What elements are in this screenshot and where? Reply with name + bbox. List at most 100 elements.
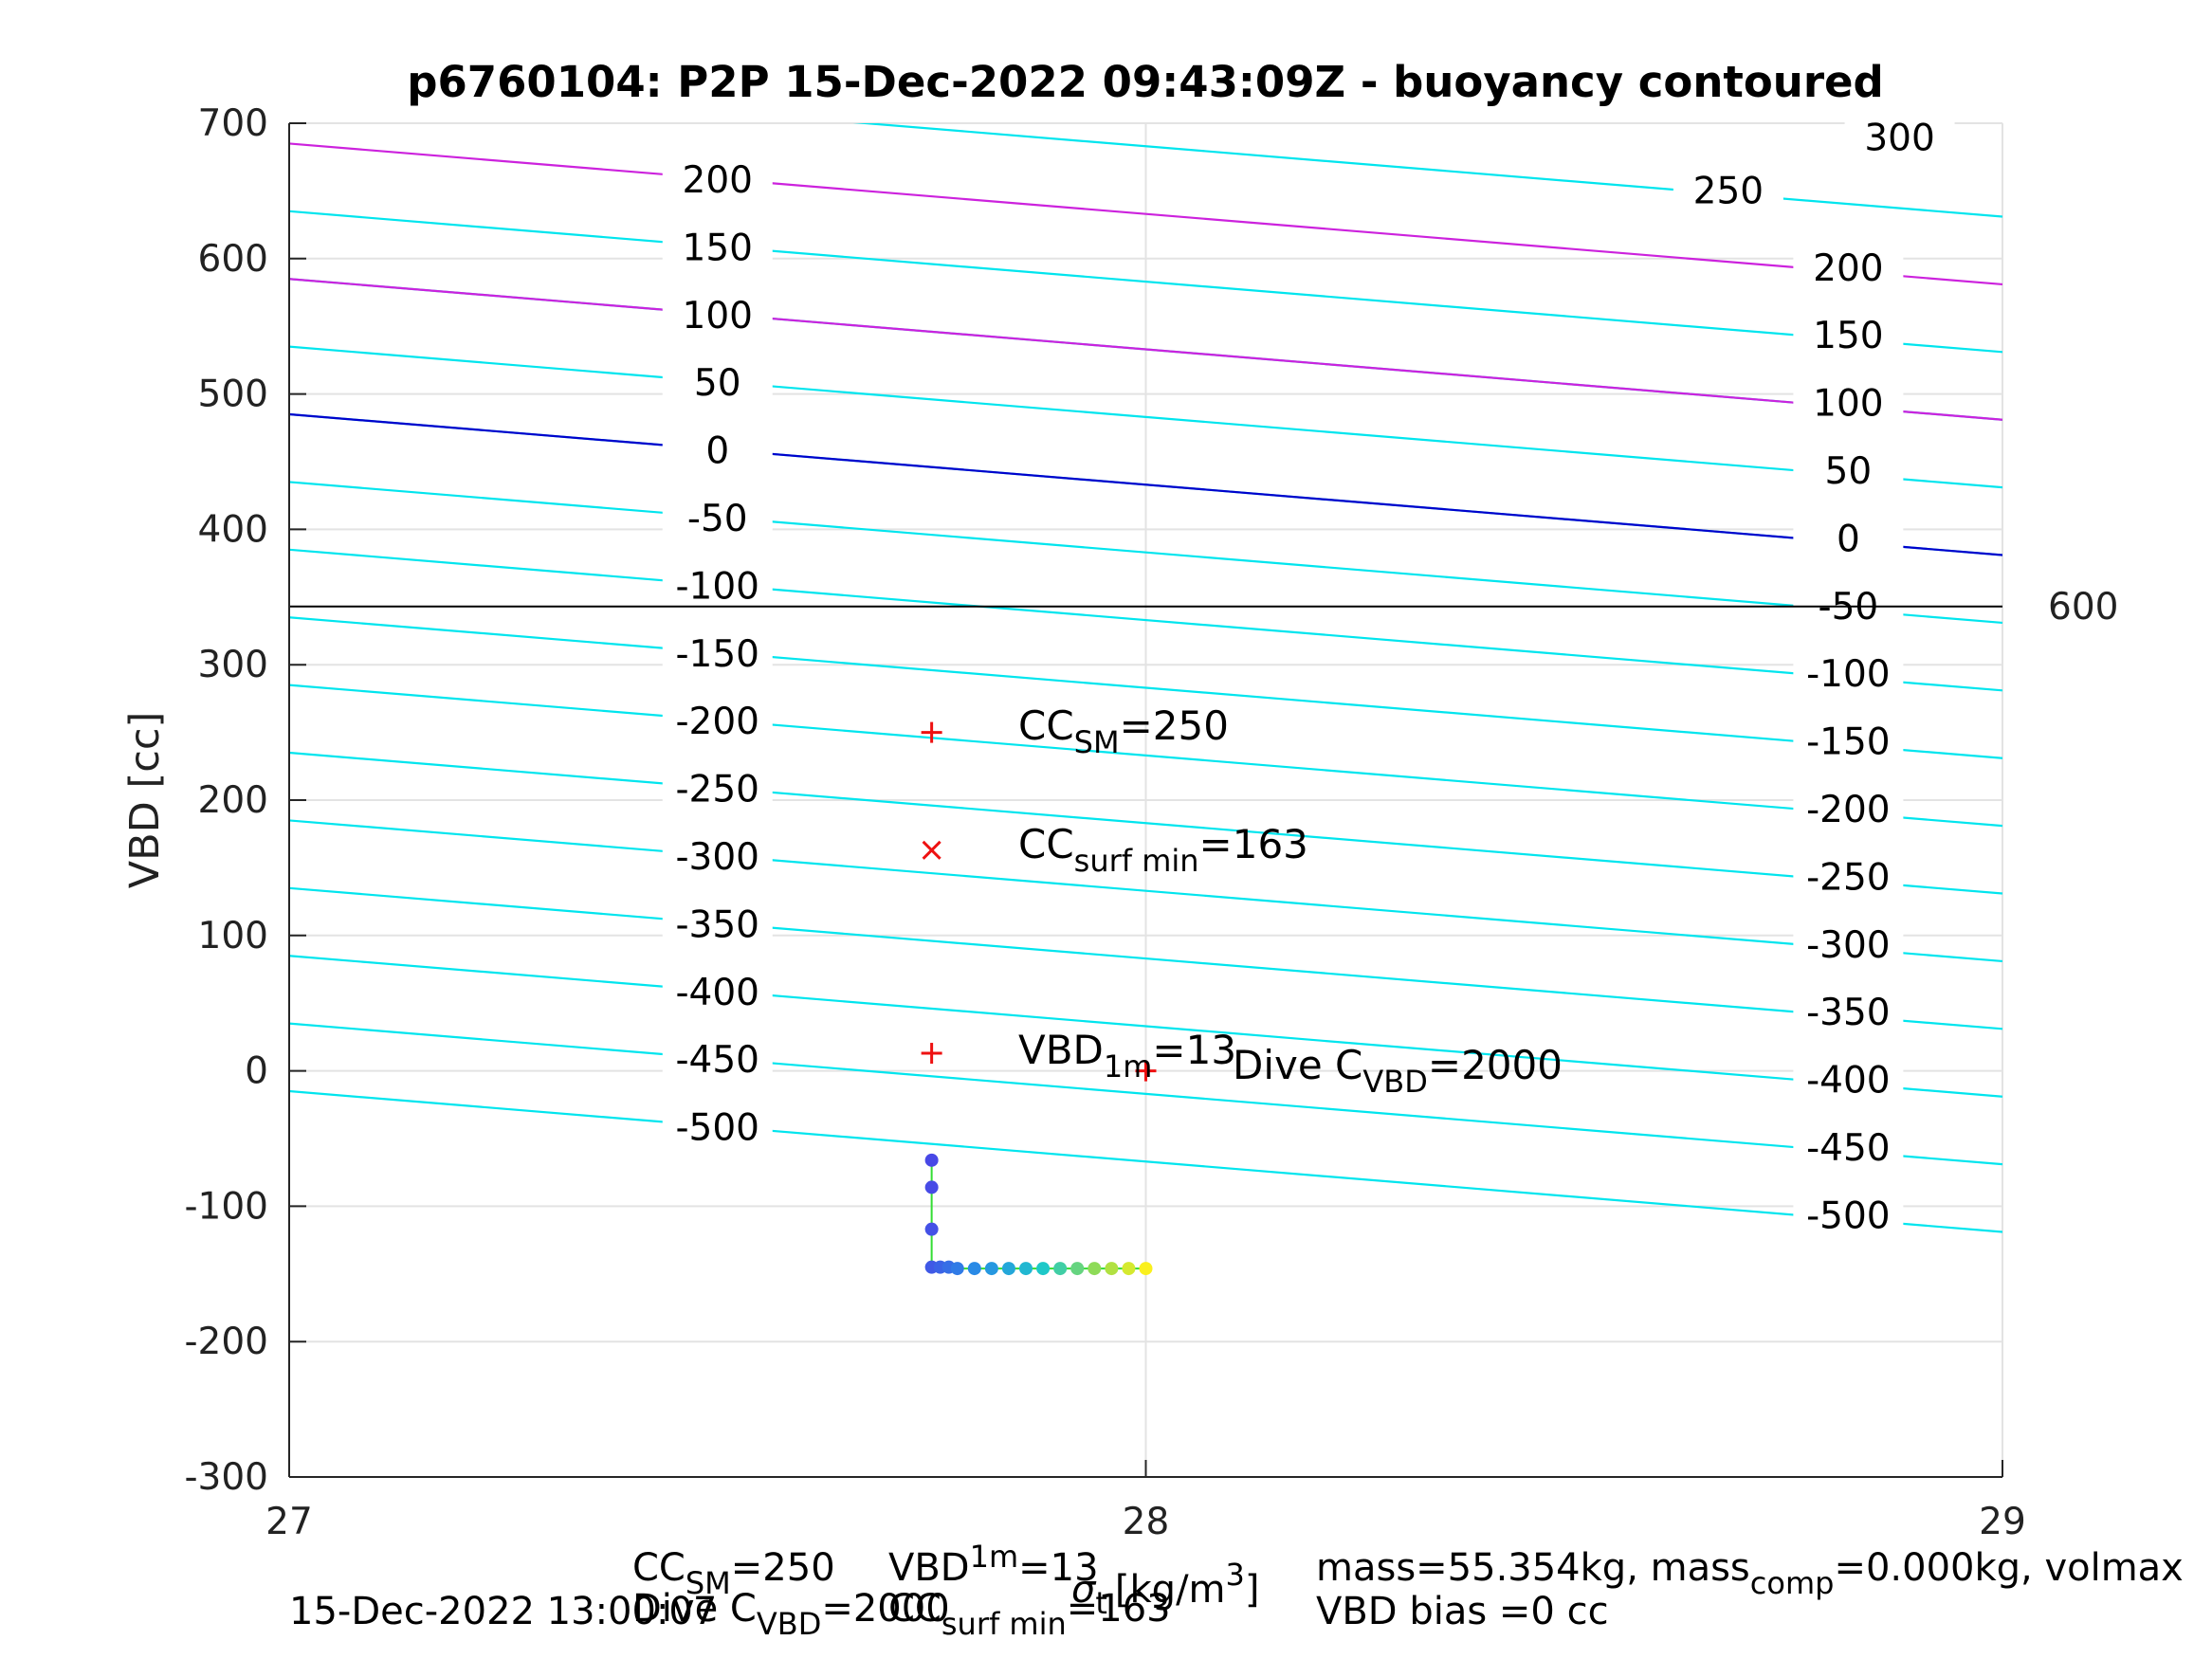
contour-label-left-bg [662, 428, 773, 472]
dive-point [1122, 1262, 1136, 1276]
contour-label-left: -150 [675, 633, 759, 676]
footer-vbd-1m: VBD1m=13 [888, 1539, 1099, 1590]
dive-point [967, 1262, 981, 1276]
right-edge-label: 600 [2048, 586, 2118, 629]
contour-label-right-bg [1793, 313, 1904, 357]
contour-label-right-bg [1793, 786, 1904, 830]
contour-label-right: -100 [1806, 653, 1891, 696]
cyan-contour-line [289, 210, 2002, 354]
contour-label-left: -350 [675, 903, 759, 946]
contour-label-left-bg [662, 563, 773, 608]
y-tick-label: 700 [198, 102, 268, 145]
contour-label-right: 250 [1693, 170, 1764, 212]
contour-label-right-bg [1793, 921, 1904, 966]
contour-label-right-bg [1793, 380, 1904, 425]
footer-cc-surf-min: CCsurf min=163 [888, 1587, 1171, 1642]
cyan-contour-line [289, 345, 2002, 489]
contour-label-left-bg [662, 156, 773, 201]
y-tick-label: -200 [184, 1321, 268, 1363]
x-tick-labels: 27 28 29 [265, 1501, 2026, 1543]
annotation-vbd-1m: VBD1m=13 [1018, 1027, 1236, 1085]
y-tick-label: 200 [198, 779, 268, 822]
y-tick-label: 100 [198, 915, 268, 957]
y-tick-label: -100 [184, 1185, 268, 1228]
contour-label-right: 200 [1813, 247, 1883, 290]
annotation-dive-cvbd: Dive CVBD=2000 [1233, 1042, 1563, 1100]
contour-label-right: -350 [1806, 992, 1891, 1034]
cross-marker-b [922, 840, 941, 860]
contour-label-left-bg [662, 833, 773, 878]
cyan-contour-line [289, 1022, 2002, 1166]
dive-point [950, 1262, 964, 1276]
plus-marker [921, 721, 942, 743]
contour-label-left: 200 [683, 159, 753, 202]
chart-title: p6760104: P2P 15-Dec-2022 09:43:09Z - bu… [407, 57, 1884, 107]
axes [288, 122, 2003, 1478]
dive-path-line [930, 1159, 1146, 1270]
dive-point [1019, 1262, 1033, 1276]
contour-label-right: -200 [1806, 789, 1891, 831]
contour-label-left: 150 [683, 227, 753, 269]
contour-label-left-bg [662, 969, 773, 1013]
contour-label-right-bg [1793, 719, 1904, 763]
contour-label-right-bg [1673, 168, 1783, 212]
cyan-contour-line [289, 819, 2002, 963]
markers [921, 721, 1157, 1082]
x-tick-label: 29 [1979, 1501, 2026, 1543]
dive-point [1088, 1262, 1102, 1276]
dive-point [1105, 1262, 1119, 1276]
contour-label-right-bg [1793, 447, 1904, 492]
dive-point [1036, 1262, 1051, 1276]
dive-path [924, 1153, 1153, 1276]
cyan-contour-line [289, 481, 2002, 625]
contour-label-left-bg [662, 699, 773, 743]
contour-label-right-bg [1793, 1124, 1904, 1169]
dive-point [924, 1180, 939, 1194]
footer-mass-info: mass=55.354kg, masscomp=0.000kg, volmax [1316, 1546, 2184, 1601]
dive-point [984, 1262, 998, 1276]
y-tick-label: 300 [198, 644, 268, 686]
plus-marker [1135, 1060, 1157, 1082]
y-tick-label: 500 [198, 374, 268, 416]
footer-timestamp: 15-Dec-2022 13:00:07 [289, 1590, 717, 1633]
contour-label-left: -250 [675, 769, 759, 811]
contour-label-left-bg [662, 1037, 773, 1082]
cyan-contour-line [289, 616, 2002, 759]
contour-label-right: 0 [1837, 518, 1860, 560]
contour-label-left-bg [662, 225, 773, 269]
y-tick-label: 0 [245, 1050, 268, 1093]
annotation-cc-sm: CCSM=250 [1018, 702, 1229, 760]
contour-label-left: 50 [694, 362, 741, 405]
contour-label-right-bg [1793, 245, 1904, 289]
contour-label-left-bg [662, 902, 773, 946]
contour-label-right: 50 [1825, 450, 1873, 493]
dive-point [924, 1222, 939, 1236]
contour-label-right: 150 [1813, 315, 1883, 357]
cyan-contour-line [289, 548, 2002, 692]
dive-point [924, 1153, 939, 1167]
contour-label-right: -250 [1806, 856, 1891, 899]
cyan-contour-line [289, 955, 2002, 1098]
contour-label-left-bg [662, 766, 773, 811]
magenta-contour-line [289, 142, 2002, 286]
contour-label-right: 100 [1813, 383, 1883, 426]
x-tick-label: 27 [265, 1501, 313, 1543]
dive-point [1139, 1262, 1153, 1276]
contour-label-left: -400 [675, 972, 759, 1014]
contour-label-left: 100 [683, 295, 753, 337]
x-tick-label: 28 [1123, 1501, 1170, 1543]
contour-label-right-bg [1793, 854, 1904, 899]
cyan-contour-line [289, 684, 2002, 828]
cyan-contour-line [289, 1089, 2002, 1233]
cross-marker [922, 840, 941, 860]
contour-label-left: -450 [675, 1039, 759, 1082]
contour-label-right-bg [1793, 1057, 1904, 1102]
contour-label-right-bg [1793, 1193, 1904, 1237]
cyan-contour-line [289, 886, 2002, 1030]
y-tick-labels: -300 -200 -100 0 100 200 300 400 500 600 700 [184, 102, 268, 1499]
contour-labels: 200 150 100 50 0 -50 -100 -150 -200 -250 -300 -350 -… [662, 115, 1955, 1237]
footer-vbd-bias: VBD bias =0 cc [1316, 1590, 1609, 1633]
y-axis-label: VBD [cc] [121, 712, 169, 889]
contour-label-left: -300 [675, 836, 759, 879]
